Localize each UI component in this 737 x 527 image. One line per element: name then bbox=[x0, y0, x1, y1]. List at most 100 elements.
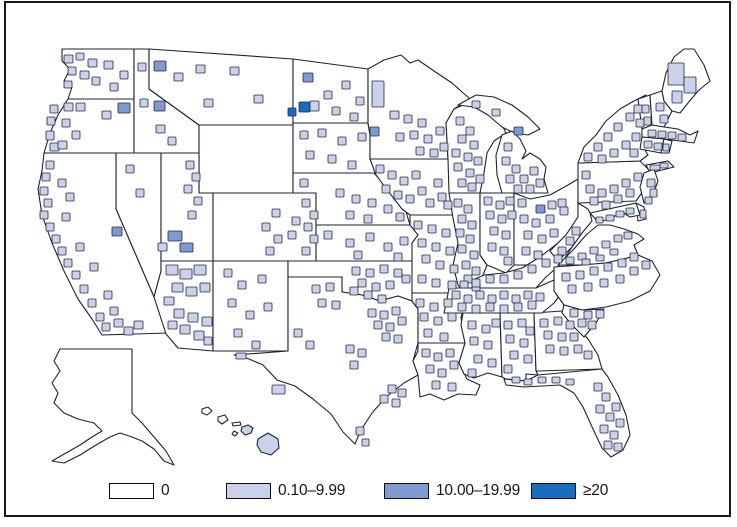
county-marker bbox=[61, 212, 71, 222]
county-marker bbox=[662, 143, 670, 152]
county-marker bbox=[633, 104, 643, 114]
county-marker bbox=[513, 270, 523, 280]
county-marker bbox=[597, 154, 607, 164]
county-marker bbox=[503, 256, 513, 266]
county-marker bbox=[599, 424, 609, 434]
county-marker bbox=[323, 90, 333, 100]
county-marker bbox=[111, 226, 123, 237]
county-marker bbox=[265, 246, 275, 256]
county-marker bbox=[227, 298, 237, 308]
county-marker bbox=[103, 290, 113, 300]
county-marker bbox=[298, 101, 311, 113]
county-marker bbox=[507, 210, 517, 220]
county-marker bbox=[447, 280, 457, 290]
county-marker bbox=[387, 170, 397, 180]
county-marker bbox=[379, 264, 389, 274]
county-marker bbox=[453, 162, 463, 172]
county-marker bbox=[481, 324, 491, 334]
county-marker bbox=[395, 212, 405, 222]
county-marker bbox=[71, 270, 81, 280]
county-marker bbox=[409, 130, 419, 140]
county-marker bbox=[375, 164, 385, 174]
county-marker bbox=[133, 320, 144, 330]
county-marker bbox=[545, 344, 555, 354]
county-marker bbox=[391, 398, 401, 408]
county-marker bbox=[387, 384, 397, 394]
county-marker bbox=[357, 278, 367, 288]
county-marker bbox=[545, 214, 555, 224]
county-marker bbox=[583, 282, 593, 292]
county-marker bbox=[57, 140, 68, 150]
county-marker bbox=[449, 264, 459, 274]
county-marker bbox=[595, 216, 604, 224]
county-marker bbox=[45, 160, 55, 170]
county-marker bbox=[441, 228, 451, 238]
county-marker bbox=[45, 130, 55, 141]
county-marker bbox=[523, 378, 533, 386]
county-marker bbox=[299, 178, 309, 188]
county-marker bbox=[517, 198, 527, 208]
county-marker bbox=[293, 328, 303, 338]
county-marker bbox=[609, 248, 619, 256]
county-marker bbox=[473, 354, 483, 364]
county-marker bbox=[187, 312, 199, 323]
county-marker bbox=[395, 132, 405, 142]
county-marker bbox=[471, 266, 481, 276]
county-marker bbox=[667, 62, 685, 86]
county-marker bbox=[597, 188, 607, 198]
county-marker bbox=[463, 294, 473, 304]
county-marker bbox=[305, 340, 315, 350]
county-marker bbox=[79, 284, 89, 294]
county-marker bbox=[485, 274, 495, 284]
county-marker bbox=[355, 96, 365, 106]
county-marker bbox=[425, 198, 435, 208]
county-marker bbox=[57, 246, 67, 256]
county-marker bbox=[323, 230, 333, 240]
county-marker bbox=[109, 306, 119, 316]
county-marker bbox=[469, 250, 479, 260]
county-marker bbox=[363, 214, 373, 224]
county-marker bbox=[449, 360, 459, 370]
county-marker bbox=[615, 210, 625, 218]
county-marker bbox=[393, 252, 403, 262]
county-marker bbox=[659, 114, 669, 124]
county-marker bbox=[341, 80, 351, 90]
county-marker bbox=[185, 286, 198, 297]
county-marker bbox=[467, 182, 477, 192]
county-marker bbox=[431, 278, 441, 288]
county-marker bbox=[589, 266, 599, 276]
county-marker bbox=[535, 178, 545, 188]
county-marker bbox=[603, 132, 613, 142]
legend-label: 10.00–19.99 bbox=[436, 482, 520, 499]
county-marker bbox=[583, 152, 593, 162]
county-marker bbox=[519, 338, 529, 348]
county-marker bbox=[615, 274, 625, 284]
county-marker bbox=[237, 280, 247, 290]
county-marker bbox=[431, 242, 441, 252]
county-marker bbox=[537, 376, 547, 384]
county-marker bbox=[605, 214, 615, 222]
us-county-choropleth-map bbox=[37, 48, 711, 466]
county-marker bbox=[235, 352, 247, 360]
county-marker bbox=[471, 100, 481, 109]
county-marker bbox=[223, 268, 233, 278]
county-marker bbox=[559, 346, 569, 356]
county-marker bbox=[483, 196, 493, 206]
county-marker bbox=[475, 290, 485, 300]
county-marker bbox=[435, 126, 445, 136]
county-marker bbox=[363, 290, 373, 300]
county-marker bbox=[657, 130, 667, 139]
county-marker bbox=[421, 254, 431, 264]
county-marker bbox=[369, 126, 380, 137]
county-marker bbox=[525, 326, 535, 336]
county-marker bbox=[75, 52, 85, 61]
county-marker bbox=[447, 312, 457, 322]
county-marker bbox=[531, 218, 541, 228]
county-marker bbox=[377, 294, 387, 304]
county-marker bbox=[399, 176, 409, 186]
county-marker bbox=[671, 90, 683, 104]
county-marker bbox=[49, 104, 59, 114]
county-marker bbox=[625, 188, 635, 198]
county-marker bbox=[245, 310, 255, 320]
county-marker bbox=[397, 388, 407, 398]
